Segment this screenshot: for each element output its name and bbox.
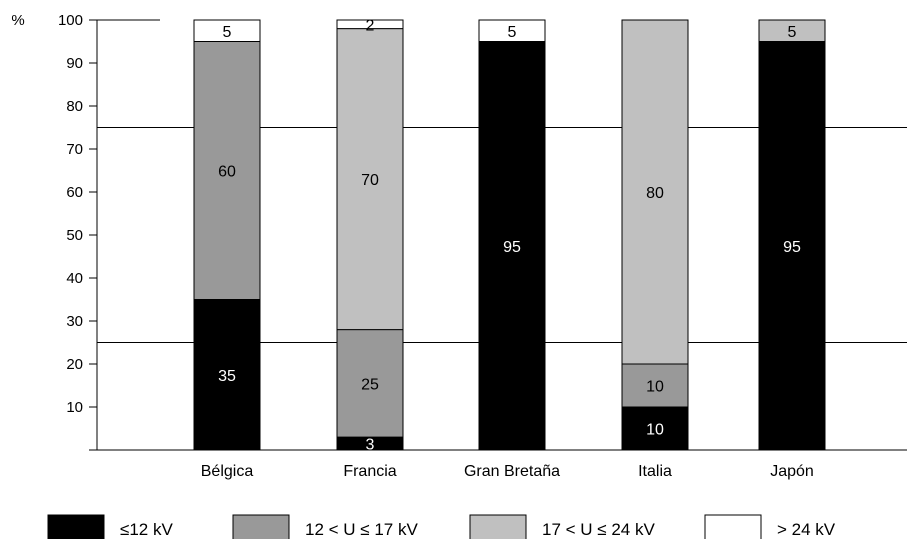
y-tick-label: 100 — [58, 12, 83, 29]
legend-swatch — [704, 514, 762, 539]
bar-segment — [758, 19, 826, 42]
category-label: Francia — [343, 463, 396, 480]
data-label: 3 — [366, 437, 375, 454]
bar-segment — [193, 19, 261, 42]
y-tick-label: 50 — [66, 227, 83, 244]
data-label: 5 — [508, 24, 517, 41]
y-tick-label: 10 — [66, 399, 83, 416]
y-tick-label: 30 — [66, 313, 83, 330]
data-label: 60 — [218, 164, 236, 181]
bar-segment — [621, 406, 689, 451]
bar-segment — [478, 41, 546, 451]
data-label: 35 — [218, 368, 236, 385]
category-label: Gran Bretaña — [464, 463, 560, 480]
data-label: 95 — [503, 239, 521, 256]
y-tick-label: 90 — [66, 55, 83, 72]
data-label: 5 — [788, 24, 797, 41]
category-label: Japón — [770, 463, 814, 480]
y-tick-label: 40 — [66, 270, 83, 287]
bar-segment — [621, 363, 689, 408]
data-label: 80 — [646, 185, 664, 202]
legend-swatch — [47, 514, 105, 539]
x-axis: Bélgica Francia Gran Bretaña Italia Japón — [201, 463, 814, 480]
y-tick-label: 60 — [66, 184, 83, 201]
y-tick-label: 70 — [66, 141, 83, 158]
category-label: Bélgica — [201, 463, 254, 480]
y-axis: % 10 20 30 40 50 60 70 80 90 100 — [11, 12, 907, 451]
y-tick-label: 80 — [66, 98, 83, 115]
legend-swatch — [232, 514, 290, 539]
legend-label: > 24 kV — [777, 520, 836, 539]
bar-segment — [193, 41, 261, 300]
bar-segment — [758, 41, 826, 451]
category-label: Italia — [638, 463, 672, 480]
bar-segment — [193, 299, 261, 451]
data-label: 25 — [361, 376, 379, 393]
legend: ≤12 kV 12 < U ≤ 17 kV 17 < U ≤ 24 kV > 24 k… — [47, 514, 836, 539]
bar-segment — [478, 19, 546, 42]
bar-segment — [336, 19, 404, 30]
legend-label: ≤12 kV — [120, 520, 173, 539]
y-tick-label: 20 — [66, 356, 83, 373]
data-label: 95 — [783, 239, 801, 256]
data-label: 2 — [366, 17, 375, 34]
data-label: 10 — [646, 379, 664, 396]
legend-label: 12 < U ≤ 17 kV — [305, 520, 418, 539]
y-unit-label: % — [11, 12, 24, 29]
data-label: 70 — [361, 172, 379, 189]
data-label: 5 — [223, 24, 232, 41]
bar-segment — [336, 329, 404, 438]
legend-label: 17 < U ≤ 24 kV — [542, 520, 655, 539]
data-label: 10 — [646, 422, 664, 439]
bar-segment — [621, 19, 689, 365]
legend-swatch — [469, 514, 527, 539]
bars: 35 60 5 3 25 70 2 95 5 10 10 80 95 5 — [193, 17, 826, 454]
